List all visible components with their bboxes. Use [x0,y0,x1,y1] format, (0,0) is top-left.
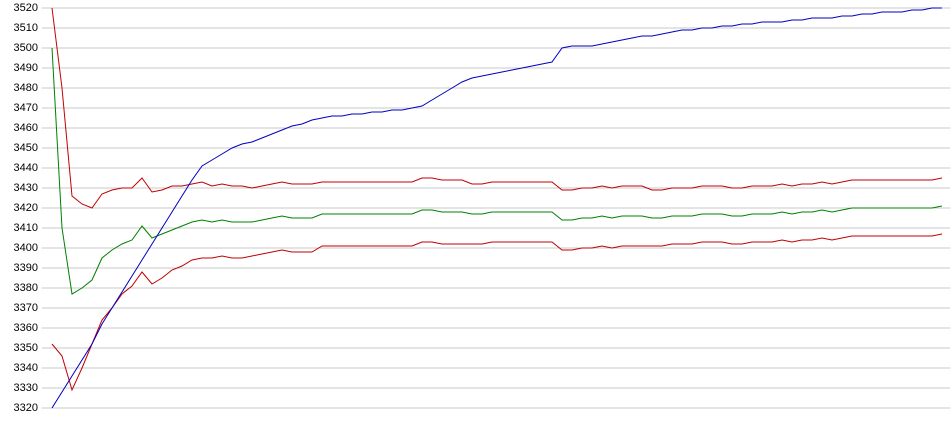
y-tick-label: 3420 [14,202,38,214]
y-tick-label: 3500 [14,42,38,54]
y-tick-label: 3320 [14,402,38,414]
y-tick-label: 3510 [14,22,38,34]
y-tick-label: 3470 [14,102,38,114]
y-tick-label: 3520 [14,2,38,14]
y-tick-label: 3390 [14,262,38,274]
y-tick-label: 3330 [14,382,38,394]
y-tick-label: 3430 [14,182,38,194]
y-tick-label: 3350 [14,342,38,354]
y-tick-label: 3360 [14,322,38,334]
series-line [51,7,943,209]
y-tick-label: 3460 [14,122,38,134]
y-tick-label: 3450 [14,142,38,154]
y-tick-label: 3490 [14,62,38,74]
y-tick-label: 3480 [14,82,38,94]
y-tick-label: 3410 [14,222,38,234]
series-line [51,7,942,409]
y-tick-label: 3400 [14,242,38,254]
y-tick-label: 3340 [14,362,38,374]
y-tick-label: 3380 [14,282,38,294]
series-line [51,233,943,392]
series-line [51,47,943,295]
y-tick-label: 3440 [14,162,38,174]
y-tick-label: 3370 [14,302,38,314]
